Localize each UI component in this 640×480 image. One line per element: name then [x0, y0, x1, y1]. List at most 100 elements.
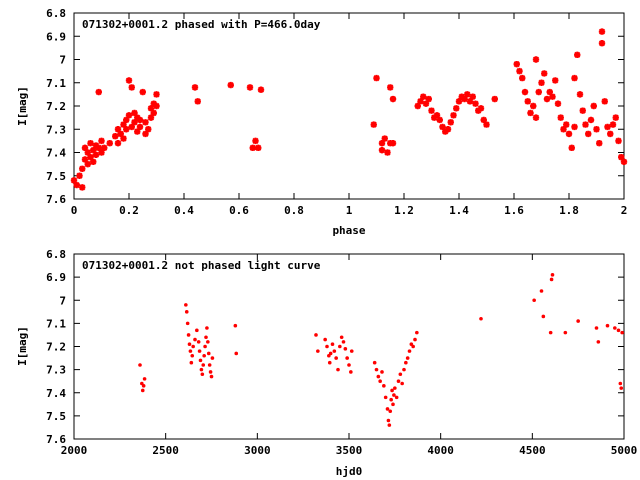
phased-data-point [563, 121, 570, 128]
unphased-data-point [195, 328, 199, 333]
phased-data-point [153, 91, 160, 98]
phased-data-point [153, 102, 160, 110]
unphased-data-point [332, 349, 337, 353]
unphased-data-point [347, 363, 351, 367]
phased-data-point [387, 84, 394, 91]
phased-data-point [147, 105, 155, 112]
phased-data-point [92, 142, 100, 149]
unphased-data-point [190, 353, 195, 358]
phased-data-point [131, 119, 138, 126]
phased-y-tick-label: 7.1 [46, 77, 66, 90]
phased-data-point [114, 126, 122, 133]
phased-data-point [378, 140, 386, 147]
unphased-x-tick-label: 4000 [427, 444, 454, 457]
unphased-data-point [142, 377, 147, 381]
unphased-x-tick-label: 3500 [336, 444, 363, 457]
unphased-y-axis: 6.8 6.9 7 7.1 7.2 7.3 7.4 7.5 7.6 [46, 248, 624, 446]
unphased-data-point [405, 356, 410, 360]
unphased-data-point [141, 384, 146, 388]
phased-data-point [95, 88, 102, 96]
unphased-data-point [339, 335, 344, 340]
phased-data-point [480, 116, 487, 124]
phased-x-tick-label: 1 [346, 204, 353, 217]
unphased-data-point [374, 367, 379, 372]
unphased-data-point [376, 374, 381, 379]
unphased-data-point [210, 356, 215, 360]
phased-points [70, 28, 628, 191]
phased-data-point [76, 172, 83, 179]
unphased-data-point [193, 337, 197, 342]
unphased-data-point [620, 330, 624, 335]
phased-data-point [246, 84, 254, 91]
unphased-plot-frame [73, 253, 625, 440]
unphased-data-point [415, 330, 419, 335]
phased-data-point [389, 95, 397, 103]
phased-data-point [574, 51, 581, 59]
phased-data-point [136, 116, 144, 124]
phased-data-point [609, 121, 617, 128]
phased-data-point [587, 116, 595, 124]
phased-data-point [145, 126, 152, 133]
unphased-data-point [199, 367, 204, 372]
phased-data-point [125, 112, 133, 119]
unphased-data-point [372, 360, 377, 365]
phased-data-point [95, 144, 102, 152]
phased-data-point [433, 112, 441, 119]
unphased-data-point [387, 423, 392, 427]
unphased-data-point [197, 349, 202, 353]
unphased-data-point [233, 323, 238, 328]
unphased-data-point [392, 393, 396, 397]
unphased-data-point [330, 342, 335, 346]
unphased-data-point [328, 351, 333, 356]
unphased-data-point [203, 344, 207, 349]
phased-data-point [123, 126, 130, 133]
phased-y-tick-label: 6.8 [46, 7, 66, 20]
unphased-data-point [206, 340, 210, 344]
phased-data-point [444, 126, 452, 133]
phased-x-label: phase [332, 224, 365, 237]
phased-x-tick-label: 0 [71, 204, 78, 217]
unphased-data-point [200, 372, 205, 377]
unphased-data-point [349, 370, 353, 374]
phased-data-point [428, 107, 435, 114]
unphased-data-point [380, 370, 384, 374]
phased-data-point [381, 135, 388, 142]
unphased-data-point [234, 351, 239, 356]
phased-data-point [79, 184, 86, 191]
unphased-data-point [207, 363, 212, 367]
phased-data-point [150, 100, 157, 107]
phased-data-point [461, 95, 468, 103]
phased-y-tick-label: 7.6 [46, 193, 66, 206]
unphased-data-point [206, 351, 211, 356]
unphased-data-point [413, 337, 417, 342]
unphased-data-point [334, 356, 338, 360]
phased-data-point [98, 137, 105, 145]
unphased-data-point [327, 360, 332, 365]
unphased-data-point [619, 386, 624, 390]
unphased-data-point [345, 356, 349, 360]
phased-data-point [491, 95, 498, 103]
unphased-data-point [378, 379, 382, 383]
phased-data-point [79, 165, 86, 172]
phased-data-point [136, 123, 144, 131]
phased-data-point [521, 88, 529, 96]
unphased-data-point [479, 316, 483, 321]
unphased-plot-title: 071302+0001.2 not phased light curve [82, 259, 321, 272]
phased-data-point [541, 70, 548, 77]
phased-y-tick-label: 7.5 [46, 170, 66, 183]
unphased-data-point [341, 340, 346, 344]
phased-data-point [112, 133, 119, 140]
phased-data-point [417, 98, 424, 105]
phased-x-tick-label: 0.2 [119, 204, 139, 217]
phased-data-point [81, 144, 89, 152]
unphased-data-point [389, 397, 393, 402]
phased-data-point [90, 158, 97, 165]
phased-data-point [120, 135, 127, 142]
phased-data-point [532, 114, 540, 121]
unphased-data-point [189, 360, 194, 365]
phased-x-tick-label: 0.8 [284, 204, 304, 217]
phased-data-point [618, 153, 625, 161]
unphased-data-point [402, 367, 406, 372]
phased-data-point [150, 109, 157, 117]
phased-x-tick-label: 1.2 [394, 204, 414, 217]
